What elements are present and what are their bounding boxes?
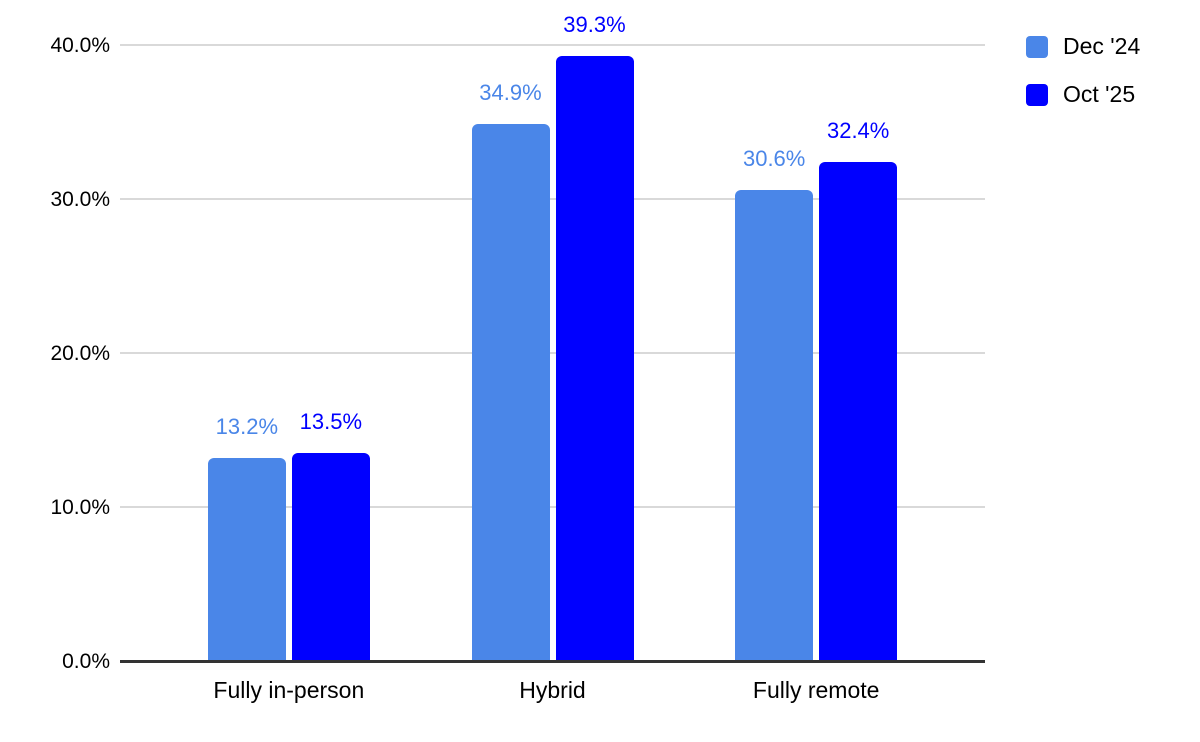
bar-group-hybrid: 34.9% 39.3% Hybrid bbox=[421, 13, 685, 703]
y-tick-label: 20.0% bbox=[50, 342, 110, 365]
bar-dec-24-fully-in-person: 13.2% bbox=[207, 415, 286, 661]
x-axis-label-fully-in-person: Fully in-person bbox=[213, 677, 365, 703]
bar-group-fully-remote: 30.6% 32.4% Fully remote bbox=[684, 45, 948, 703]
legend-label: Dec '24 bbox=[1063, 33, 1141, 59]
bar-dec-24-hybrid: 34.9% bbox=[471, 81, 550, 661]
value-label-dec-24-fully-remote: 30.6% bbox=[742, 145, 806, 171]
bar-dec-24-fully-remote: 30.6% bbox=[735, 147, 814, 661]
x-axis-label-hybrid: Hybrid bbox=[519, 677, 586, 703]
value-label-oct-25-fully-in-person: 13.5% bbox=[299, 409, 363, 435]
value-label-dec-24-fully-in-person: 13.2% bbox=[215, 413, 279, 439]
y-tick-label: 0.0% bbox=[62, 650, 110, 673]
bar-oct-25-fully-in-person: 13.5% bbox=[291, 411, 370, 661]
bar-group-fully-in-person: 13.2% 13.5% Fully in-person bbox=[157, 45, 421, 703]
value-label-dec-24-hybrid: 34.9% bbox=[479, 79, 542, 105]
legend: Dec '24 Oct '25 bbox=[1026, 33, 1140, 108]
gridline-20-0 bbox=[120, 352, 985, 354]
legend-label: Oct '25 bbox=[1063, 81, 1136, 107]
bar-groups: 13.2% 13.5% Fully in-person 34.9% 39.3% Hybri… bbox=[120, 13, 985, 703]
plot-area: 13.2% 13.5% Fully in-person 34.9% 39.3% Hybri… bbox=[120, 13, 985, 703]
legend-swatch-icon bbox=[1026, 83, 1048, 106]
y-tick-label: 30.0% bbox=[50, 188, 110, 211]
gridline-10-0 bbox=[120, 506, 985, 508]
bar-oct-25-fully-remote: 32.4% bbox=[819, 120, 898, 661]
value-label-oct-25-hybrid: 39.3% bbox=[563, 11, 626, 37]
legend-item-oct-25: Oct '25 bbox=[1026, 81, 1140, 108]
value-label-oct-25-fully-remote: 32.4% bbox=[826, 118, 890, 144]
legend-item-dec-24: Dec '24 bbox=[1026, 33, 1140, 60]
y-tick-label: 40.0% bbox=[50, 34, 110, 57]
y-axis-tick-labels: 0.0% 10.0% 20.0% 30.0% 40.0% bbox=[0, 0, 110, 742]
bar-oct-25-hybrid: 39.3% bbox=[555, 13, 634, 661]
legend-swatch-icon bbox=[1026, 35, 1048, 58]
x-axis-label-fully-remote: Fully remote bbox=[752, 677, 880, 703]
y-tick-label: 10.0% bbox=[50, 496, 110, 519]
gridline-40-0 bbox=[120, 44, 985, 46]
gridline-30-0 bbox=[120, 198, 985, 200]
x-axis-line bbox=[120, 660, 985, 663]
